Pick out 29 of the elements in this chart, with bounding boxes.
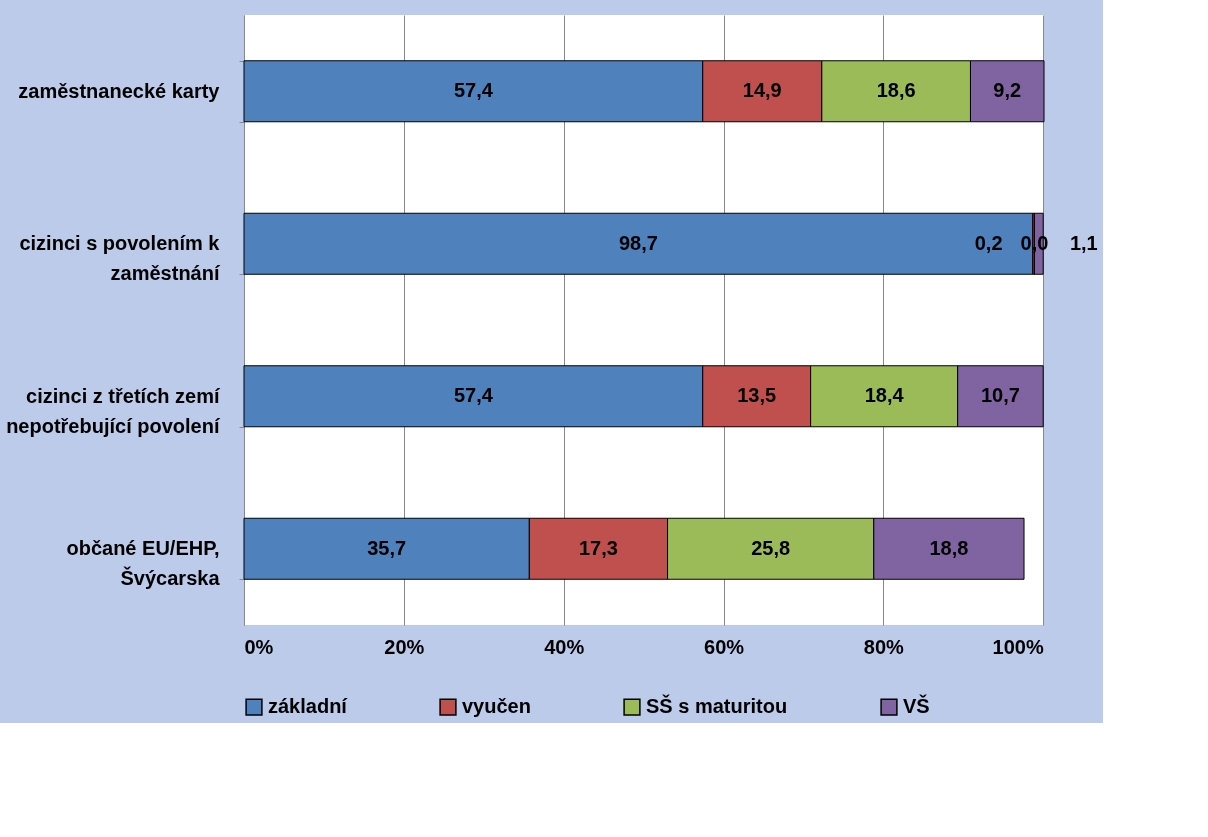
y-tick-label: občané EU/EHP, Švýcarska (66, 537, 221, 590)
data-label: 18,6 (876, 79, 916, 102)
legend-label: základní (268, 695, 349, 718)
data-label: 25,8 (751, 536, 791, 559)
data-label: 13,5 (737, 384, 777, 407)
x-tick-label: 40% (544, 635, 585, 658)
legend-label: SŠ s maturitou (646, 694, 788, 718)
data-label: 0,2 (974, 231, 1003, 254)
x-tick-label: 80% (863, 635, 905, 658)
data-label: 17,3 (578, 536, 618, 559)
data-label: 10,7 (980, 384, 1020, 407)
x-tick-label: 20% (384, 635, 425, 658)
x-tick-label: 60% (704, 635, 745, 658)
legend-label: vyučen (462, 695, 531, 718)
data-label: 57,4 (453, 79, 494, 102)
data-label: 98,7 (618, 231, 658, 254)
data-label: 1,1 (1069, 231, 1098, 254)
data-label: 9,2 (993, 79, 1022, 102)
legend-label: VŠ (903, 694, 930, 718)
y-tick-label: cizinci s povolením k zaměstnání (19, 232, 221, 285)
data-label: 14,9 (742, 79, 782, 102)
x-tick-label: 100% (992, 635, 1044, 658)
y-tick-label: cizinci z třetích zemí nepotřebující povolení (6, 384, 221, 437)
data-label: 18,8 (929, 536, 969, 559)
data-label: 18,4 (864, 384, 905, 407)
data-label: 35,7 (367, 536, 407, 559)
y-tick-label: zaměstnanecké karty (18, 79, 221, 102)
x-tick-label: 0% (244, 635, 274, 658)
data-label: 57,4 (453, 384, 494, 407)
